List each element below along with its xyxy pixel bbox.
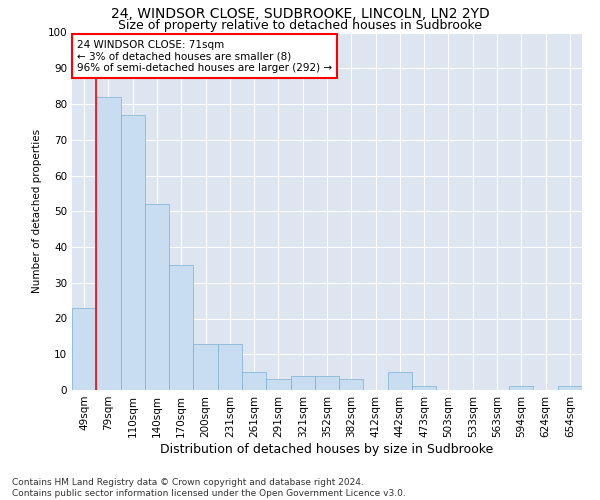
Text: Size of property relative to detached houses in Sudbrooke: Size of property relative to detached ho… bbox=[118, 18, 482, 32]
Bar bbox=[72, 308, 96, 390]
Y-axis label: Number of detached properties: Number of detached properties bbox=[32, 129, 42, 294]
Text: 24 WINDSOR CLOSE: 71sqm
← 3% of detached houses are smaller (8)
96% of semi-deta: 24 WINDSOR CLOSE: 71sqm ← 3% of detached… bbox=[77, 40, 332, 73]
Bar bbox=[145, 204, 169, 390]
Bar bbox=[412, 386, 436, 390]
Bar bbox=[339, 380, 364, 390]
X-axis label: Distribution of detached houses by size in Sudbrooke: Distribution of detached houses by size … bbox=[160, 442, 494, 456]
Bar bbox=[558, 386, 582, 390]
Bar bbox=[315, 376, 339, 390]
Bar bbox=[193, 344, 218, 390]
Bar bbox=[242, 372, 266, 390]
Bar bbox=[169, 265, 193, 390]
Text: Contains HM Land Registry data © Crown copyright and database right 2024.
Contai: Contains HM Land Registry data © Crown c… bbox=[12, 478, 406, 498]
Bar bbox=[96, 97, 121, 390]
Bar bbox=[266, 380, 290, 390]
Bar bbox=[121, 114, 145, 390]
Bar bbox=[218, 344, 242, 390]
Bar bbox=[290, 376, 315, 390]
Bar bbox=[388, 372, 412, 390]
Bar bbox=[509, 386, 533, 390]
Text: 24, WINDSOR CLOSE, SUDBROOKE, LINCOLN, LN2 2YD: 24, WINDSOR CLOSE, SUDBROOKE, LINCOLN, L… bbox=[110, 8, 490, 22]
